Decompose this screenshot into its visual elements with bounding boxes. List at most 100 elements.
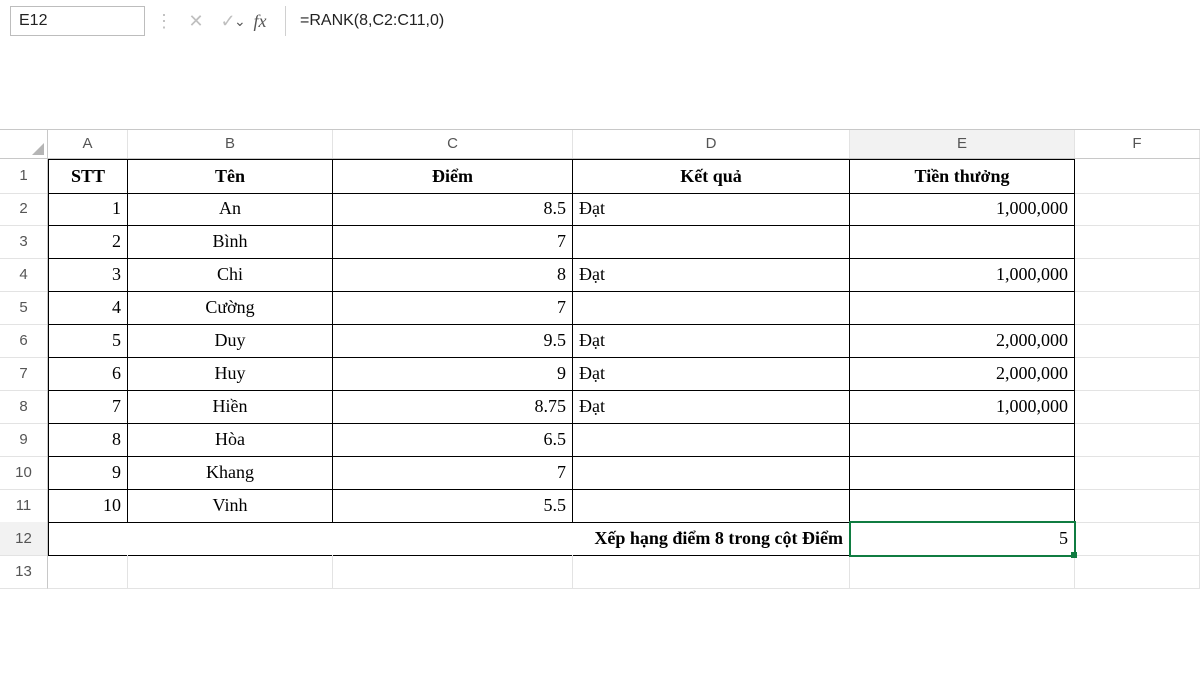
cell-d6[interactable]: Đạt [573, 324, 850, 358]
col-header-c[interactable]: C [333, 130, 573, 158]
cell-a7[interactable]: 6 [48, 357, 128, 391]
row-header-7[interactable]: 7 [0, 357, 48, 391]
row-header-6[interactable]: 6 [0, 324, 48, 358]
cell-d2[interactable]: Đạt [573, 192, 850, 226]
formula-input[interactable] [298, 11, 1190, 31]
cell-d3[interactable] [573, 225, 850, 259]
cell-f3[interactable] [1075, 225, 1200, 259]
cell-c4[interactable]: 8 [333, 258, 573, 292]
cell-f6[interactable] [1075, 324, 1200, 358]
cell-e6[interactable]: 2,000,000 [850, 324, 1075, 358]
col-header-d[interactable]: D [573, 130, 850, 158]
cell-d4[interactable]: Đạt [573, 258, 850, 292]
cell-b13[interactable] [128, 555, 333, 589]
cell-f2[interactable] [1075, 192, 1200, 226]
cell-f11[interactable] [1075, 489, 1200, 523]
row-header-5[interactable]: 5 [0, 291, 48, 325]
cell-e10[interactable] [850, 456, 1075, 490]
cell-a9[interactable]: 8 [48, 423, 128, 457]
cell-f4[interactable] [1075, 258, 1200, 292]
cell-e13[interactable] [850, 555, 1075, 589]
cell-c1[interactable]: Điểm [333, 159, 573, 194]
col-header-a[interactable]: A [48, 130, 128, 158]
cell-e1[interactable]: Tiền thưởng [850, 159, 1075, 194]
cell-b4[interactable]: Chi [128, 258, 333, 292]
col-header-e[interactable]: E [850, 130, 1075, 158]
cell-c13[interactable] [333, 555, 573, 589]
cell-e2[interactable]: 1,000,000 [850, 192, 1075, 226]
cell-b5[interactable]: Cường [128, 291, 333, 325]
cell-e4[interactable]: 1,000,000 [850, 258, 1075, 292]
accept-formula-button[interactable]: ✓ [215, 8, 241, 34]
cancel-formula-button[interactable]: ✕ [183, 8, 209, 34]
cell-f13[interactable] [1075, 555, 1200, 589]
cell-d10[interactable] [573, 456, 850, 490]
cell-f1[interactable] [1075, 159, 1200, 194]
cell-c10[interactable]: 7 [333, 456, 573, 490]
cell-a3[interactable]: 2 [48, 225, 128, 259]
row-header-4[interactable]: 4 [0, 258, 48, 292]
select-all-button[interactable] [0, 130, 48, 158]
row-header-11[interactable]: 11 [0, 489, 48, 523]
cell-d7[interactable]: Đạt [573, 357, 850, 391]
row-header-2[interactable]: 2 [0, 192, 48, 226]
name-box[interactable]: ⌄ [10, 6, 145, 36]
cell-f7[interactable] [1075, 357, 1200, 391]
cell-e3[interactable] [850, 225, 1075, 259]
cell-e8[interactable]: 1,000,000 [850, 390, 1075, 424]
cell-c5[interactable]: 7 [333, 291, 573, 325]
cell-c6[interactable]: 9.5 [333, 324, 573, 358]
row-header-1[interactable]: 1 [0, 159, 48, 194]
cell-e9[interactable] [850, 423, 1075, 457]
cell-b2[interactable]: An [128, 192, 333, 226]
cell-c7[interactable]: 9 [333, 357, 573, 391]
cell-b3[interactable]: Bình [128, 225, 333, 259]
cell-f9[interactable] [1075, 423, 1200, 457]
cell-d9[interactable] [573, 423, 850, 457]
row-header-12[interactable]: 12 [0, 522, 48, 556]
cell-d8[interactable]: Đạt [573, 390, 850, 424]
cell-b8[interactable]: Hiền [128, 390, 333, 424]
col-header-f[interactable]: F [1075, 130, 1200, 158]
cell-b1[interactable]: Tên [128, 159, 333, 194]
cell-b6[interactable]: Duy [128, 324, 333, 358]
cell-c8[interactable]: 8.75 [333, 390, 573, 424]
cell-d5[interactable] [573, 291, 850, 325]
cell-a2[interactable]: 1 [48, 192, 128, 226]
cell-a12-d12-merged[interactable]: Xếp hạng điểm 8 trong cột Điểm [48, 522, 850, 556]
cell-d11[interactable] [573, 489, 850, 523]
cell-c3[interactable]: 7 [333, 225, 573, 259]
cell-f10[interactable] [1075, 456, 1200, 490]
row-header-8[interactable]: 8 [0, 390, 48, 424]
cell-f8[interactable] [1075, 390, 1200, 424]
cell-a5[interactable]: 4 [48, 291, 128, 325]
cell-d1[interactable]: Kết quả [573, 159, 850, 194]
row-header-9[interactable]: 9 [0, 423, 48, 457]
cell-a4[interactable]: 3 [48, 258, 128, 292]
cell-b11[interactable]: Vinh [128, 489, 333, 523]
cell-a11[interactable]: 10 [48, 489, 128, 523]
cell-f12[interactable] [1075, 522, 1200, 556]
cell-e12[interactable]: 5 [850, 522, 1075, 556]
cell-a8[interactable]: 7 [48, 390, 128, 424]
cell-c11[interactable]: 5.5 [333, 489, 573, 523]
cell-a13[interactable] [48, 555, 128, 589]
cell-b7[interactable]: Huy [128, 357, 333, 391]
cell-e5[interactable] [850, 291, 1075, 325]
cell-c9[interactable]: 6.5 [333, 423, 573, 457]
cell-f5[interactable] [1075, 291, 1200, 325]
cell-a6[interactable]: 5 [48, 324, 128, 358]
cell-e11[interactable] [850, 489, 1075, 523]
fx-icon[interactable]: fx [247, 8, 273, 34]
row-header-13[interactable]: 13 [0, 555, 48, 589]
cell-a1[interactable]: STT [48, 159, 128, 194]
cell-a10[interactable]: 9 [48, 456, 128, 490]
row-header-10[interactable]: 10 [0, 456, 48, 490]
cell-e7[interactable]: 2,000,000 [850, 357, 1075, 391]
cell-c2[interactable]: 8.5 [333, 192, 573, 226]
row-header-3[interactable]: 3 [0, 225, 48, 259]
cell-b9[interactable]: Hòa [128, 423, 333, 457]
cell-b10[interactable]: Khang [128, 456, 333, 490]
col-header-b[interactable]: B [128, 130, 333, 158]
cell-d13[interactable] [573, 555, 850, 589]
